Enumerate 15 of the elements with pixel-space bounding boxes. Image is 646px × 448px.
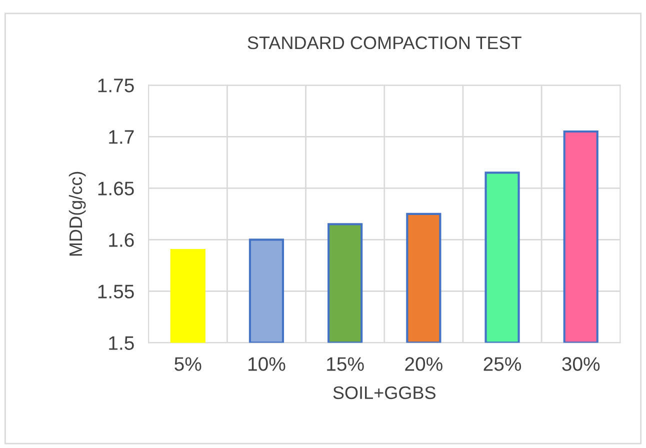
y-axis-title: MDD(g/cc) bbox=[68, 172, 86, 256]
x-tick-label: 5% bbox=[174, 357, 202, 371]
x-tick-label: 15% bbox=[327, 357, 364, 371]
x-tick-label: 10% bbox=[248, 357, 286, 371]
x-tick-label: 30% bbox=[562, 357, 600, 371]
x-tick-label: 25% bbox=[484, 357, 522, 371]
y-tick-label: 1.55 bbox=[98, 284, 134, 298]
y-tick-label: 1.7 bbox=[109, 130, 134, 144]
chart-title: STANDARD COMPACTION TEST bbox=[248, 36, 522, 50]
y-tick-label: 1.5 bbox=[109, 336, 134, 350]
y-tick-label: 1.65 bbox=[98, 182, 134, 196]
x-tick-label: 20% bbox=[405, 357, 442, 371]
y-tick-label: 1.75 bbox=[98, 78, 134, 92]
y-tick-label: 1.6 bbox=[109, 233, 134, 247]
x-axis-title: SOIL+GGBS bbox=[333, 386, 436, 400]
